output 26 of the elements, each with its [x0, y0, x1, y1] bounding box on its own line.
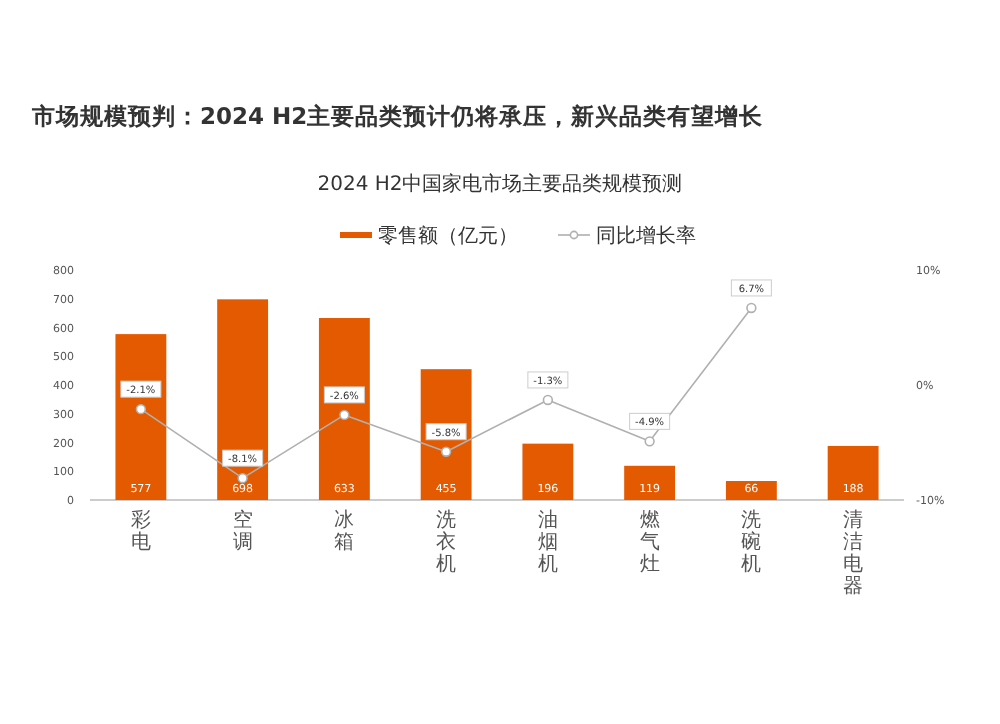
x-tick-label: 油烟机 — [537, 508, 558, 576]
point — [644, 436, 655, 447]
bar — [827, 445, 879, 500]
x-tick-label: 冰箱 — [334, 508, 355, 554]
bar — [522, 443, 574, 500]
legend-label: 同比增长率 — [596, 224, 696, 248]
x-tick-label: 清洁电器 — [843, 508, 864, 598]
chart-subtitle: 2024 H2中国家电市场主要品类规模预测 — [317, 172, 683, 196]
point — [237, 472, 248, 484]
bar — [318, 318, 370, 500]
x-tick-label: 洗衣机 — [436, 508, 457, 576]
point — [339, 409, 350, 421]
bar — [115, 334, 167, 500]
legend-label: 零售额（亿元） — [378, 224, 518, 248]
point — [135, 403, 147, 415]
x-tick-label: 燃气灶 — [639, 508, 660, 576]
bar — [217, 299, 269, 500]
x-tick-label: 空调 — [232, 508, 253, 554]
bar — [624, 465, 676, 500]
point — [746, 302, 757, 314]
x-tick-label: 洗碗机 — [741, 508, 762, 576]
point — [440, 446, 452, 457]
chart-title: 市场规模预判：2024 H2主要品类预计仍将承压，新兴品类有望增长 — [30, 102, 766, 130]
point — [542, 394, 554, 406]
x-tick-label: 彩电 — [130, 508, 151, 554]
bar — [725, 481, 777, 500]
